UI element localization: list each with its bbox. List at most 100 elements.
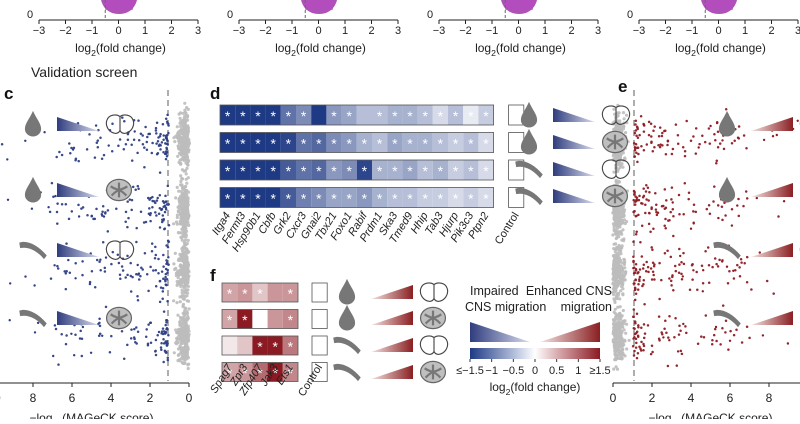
hit-point-outlier	[762, 138, 766, 142]
hit-point	[162, 265, 165, 268]
background-point	[623, 354, 627, 358]
background-point	[177, 140, 181, 144]
hit-point	[136, 294, 139, 298]
hit-point-outlier	[73, 354, 76, 357]
hit-point	[56, 264, 59, 268]
hit-point-outlier	[668, 339, 671, 342]
background-point	[176, 313, 180, 317]
background-point	[182, 286, 187, 290]
hit-point	[139, 274, 142, 278]
heatmap-row: * * *	[221, 309, 328, 329]
top-axis-xlabel: log2(fold change)	[75, 41, 166, 58]
hit-point	[126, 138, 130, 141]
hit-point	[684, 325, 687, 328]
hit-point	[115, 207, 118, 211]
kidney-icon	[19, 241, 47, 260]
hit-point	[60, 202, 64, 206]
hit-point-outlier	[67, 258, 70, 262]
hit-point	[633, 332, 637, 336]
background-point	[616, 321, 620, 325]
background-point	[624, 131, 628, 135]
hit-point	[642, 279, 646, 282]
hit-point-outlier	[681, 275, 684, 278]
significance-star: *	[362, 191, 368, 207]
background-point	[615, 245, 619, 249]
top-axis-tick-label: −1	[286, 25, 299, 37]
heatmap-cell	[387, 105, 403, 125]
hit-point	[86, 214, 89, 217]
significance-star: *	[468, 163, 474, 179]
background-point	[617, 216, 621, 220]
background-point	[622, 218, 627, 222]
heatmap-d: * * * * * * * * * * * * * * * ** * * * * * * * * * * * * * * * * ** * * * * *…	[210, 104, 525, 254]
background-point	[183, 322, 188, 326]
hit-point	[164, 157, 168, 161]
top-axis-tick-label: 2	[568, 25, 574, 37]
hit-point	[707, 127, 711, 130]
hit-point	[166, 358, 170, 362]
hit-point	[149, 219, 152, 223]
significance-star: *	[392, 108, 398, 124]
heatmap-cell	[282, 309, 298, 329]
hit-point	[695, 270, 698, 274]
hit-point	[154, 126, 158, 130]
hit-point	[167, 203, 170, 206]
hit-point	[667, 336, 670, 339]
hit-point-outlier	[736, 204, 739, 207]
top-axis-y-zero: 0	[27, 9, 33, 21]
hit-point	[151, 205, 154, 209]
hit-point	[651, 270, 655, 274]
hit-point	[166, 356, 170, 360]
hit-point-outlier	[786, 342, 790, 345]
hit-point	[162, 138, 165, 141]
hit-point	[639, 240, 642, 244]
background-point	[185, 149, 189, 153]
hit-point	[711, 339, 714, 342]
significance-star: *	[422, 136, 428, 152]
hit-point	[162, 134, 165, 137]
hit-point	[78, 337, 82, 340]
background-point	[613, 352, 618, 356]
hit-point	[678, 213, 681, 216]
hit-point	[158, 226, 162, 229]
background-point	[620, 330, 624, 334]
heatmap-cell	[280, 187, 296, 208]
enhanced-wedge-icon	[751, 117, 793, 131]
hit-point	[648, 191, 651, 194]
background-point	[186, 163, 190, 167]
heatmap-row-border	[221, 362, 299, 382]
top-axis-tick-label: 0	[715, 25, 721, 37]
condition-icon-group	[713, 306, 800, 330]
background-point	[181, 136, 185, 140]
x-axis-tick-label: 2	[147, 391, 154, 405]
heatmap-cell	[282, 362, 298, 382]
background-point	[613, 335, 618, 339]
heatmap-cell	[220, 105, 236, 125]
heatmap-cell	[372, 160, 388, 180]
top-axis-xlabel-rest: (fold change)	[96, 41, 166, 55]
hit-point	[158, 279, 162, 283]
hit-point	[80, 207, 83, 210]
hit-point	[636, 351, 640, 355]
hit-point	[136, 298, 140, 302]
hit-point	[144, 125, 147, 129]
background-point	[621, 293, 625, 297]
background-point	[180, 218, 184, 222]
top-axis-tick-label: 0	[315, 25, 321, 37]
background-point	[622, 321, 626, 325]
hit-point	[646, 324, 650, 327]
hit-point	[159, 286, 163, 289]
hit-point	[713, 327, 717, 331]
hit-point	[716, 204, 720, 207]
heatmap-cell	[267, 309, 283, 329]
background-point	[180, 327, 184, 331]
top-axis-xlabel-sub: 2	[491, 48, 496, 58]
heatmap-row-border	[219, 104, 495, 126]
background-point	[177, 160, 181, 165]
hit-point	[742, 204, 745, 208]
hit-point	[635, 230, 638, 233]
background-point	[619, 315, 623, 319]
hit-point	[633, 190, 636, 194]
